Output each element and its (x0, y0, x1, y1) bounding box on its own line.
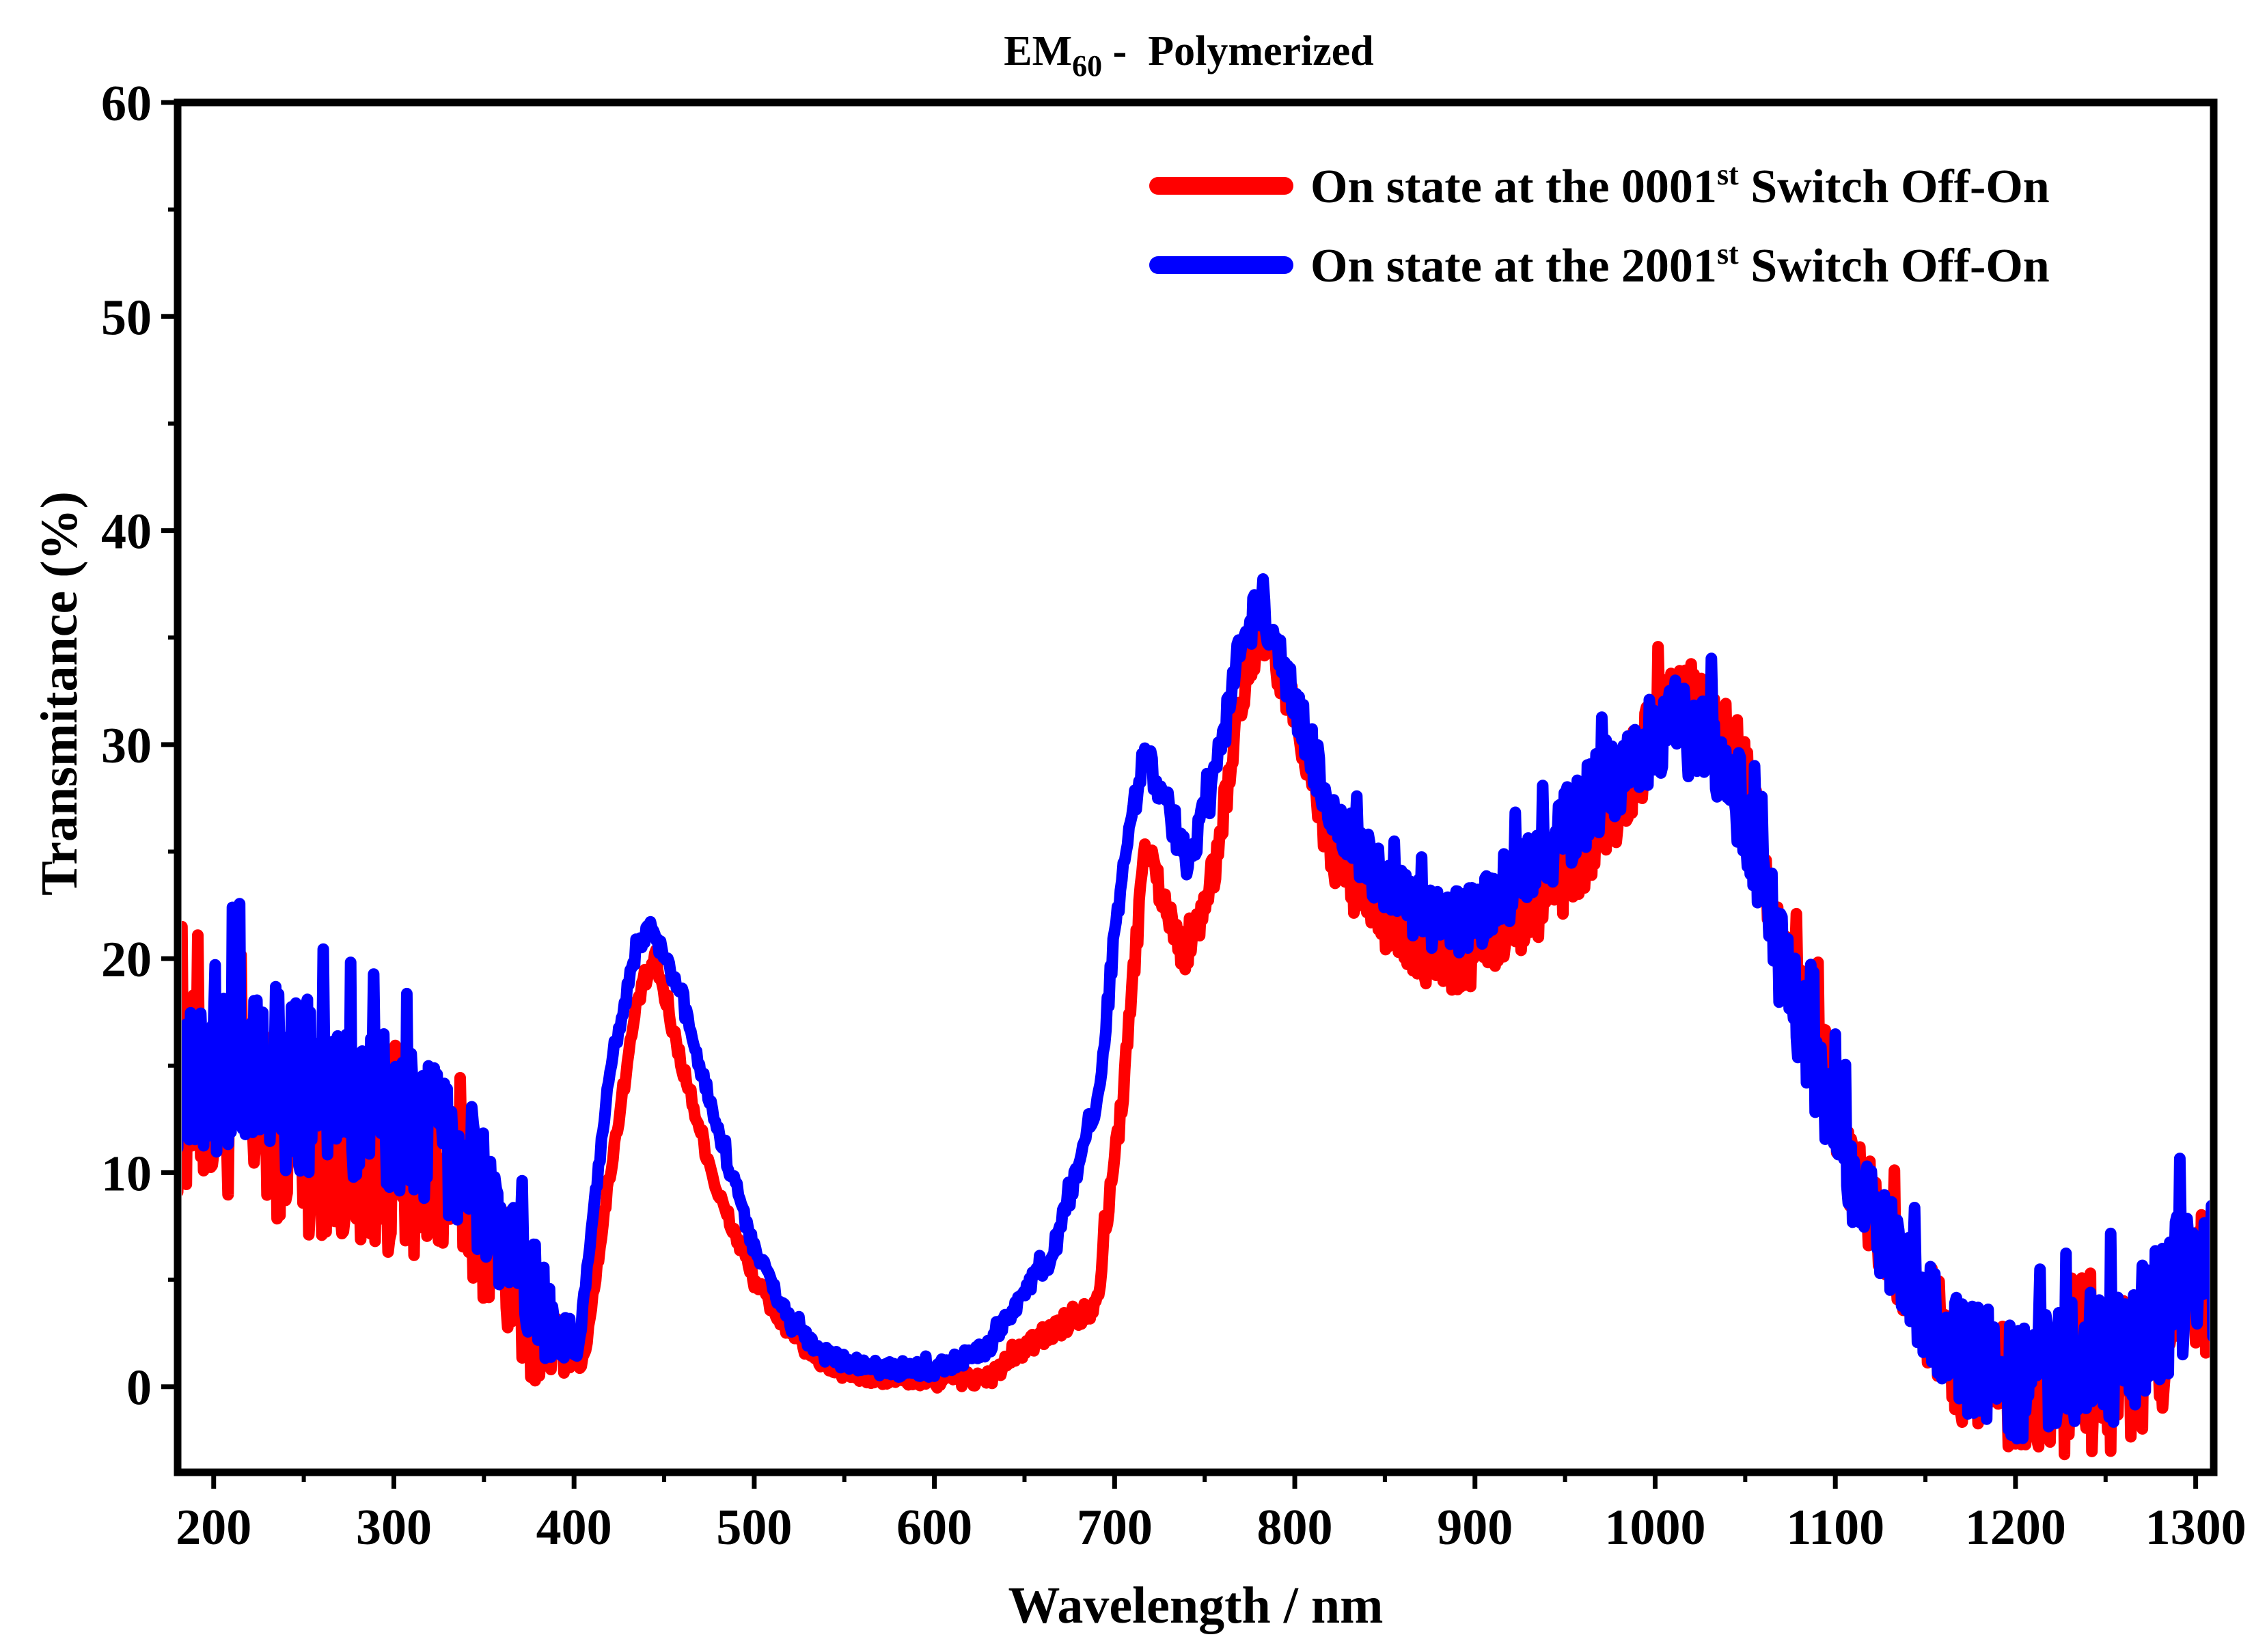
y-axis-title: Transmitance (%) (31, 491, 88, 896)
y-tick-label: 10 (101, 1146, 152, 1202)
x-tick-label: 1100 (1786, 1500, 1884, 1556)
legend: On state at the 0001st Switch Off-On On … (1149, 158, 2050, 292)
x-tick-label: 900 (1437, 1500, 1513, 1556)
chart-title-subscript: 60 (1072, 49, 1102, 83)
x-tick-label: 1200 (1965, 1500, 2066, 1556)
x-tick-label: 400 (536, 1500, 612, 1556)
series-line-2001 (182, 573, 2210, 1445)
x-tick-label: 500 (716, 1500, 792, 1556)
y-tick-label: 20 (101, 932, 152, 988)
ticks-layer: 200 300 400 500 600 700 800 900 1000 1100 1200 1300… (101, 76, 2247, 1556)
x-tick-label: 1300 (2145, 1500, 2247, 1556)
x-tick-label: 300 (356, 1500, 432, 1556)
legend-label-2001: On state at the 2001st Switch Off-On (1310, 237, 2050, 292)
plot-frame (174, 98, 2218, 1476)
x-tick-label: 200 (176, 1500, 251, 1556)
y-tick-label: 40 (101, 504, 152, 560)
y-tick-label: 30 (101, 718, 152, 774)
legend-label-0001: On state at the 0001st Switch Off-On (1310, 158, 2050, 213)
y-tick-label: 0 (126, 1360, 152, 1416)
x-tick-label: 800 (1257, 1500, 1333, 1556)
x-tick-label: 600 (896, 1500, 972, 1556)
x-tick-label: 1000 (1604, 1500, 1705, 1556)
chart-title: EM60 - Polymerized (1004, 28, 1374, 83)
series-line-0001 (182, 599, 2210, 1461)
y-tick-label: 50 (101, 290, 152, 346)
series-layer (182, 573, 2210, 1461)
y-tick-label: 60 (101, 76, 152, 132)
x-tick-label: 700 (1077, 1500, 1153, 1556)
x-axis-title: Wavelength / nm (1008, 1577, 1384, 1634)
